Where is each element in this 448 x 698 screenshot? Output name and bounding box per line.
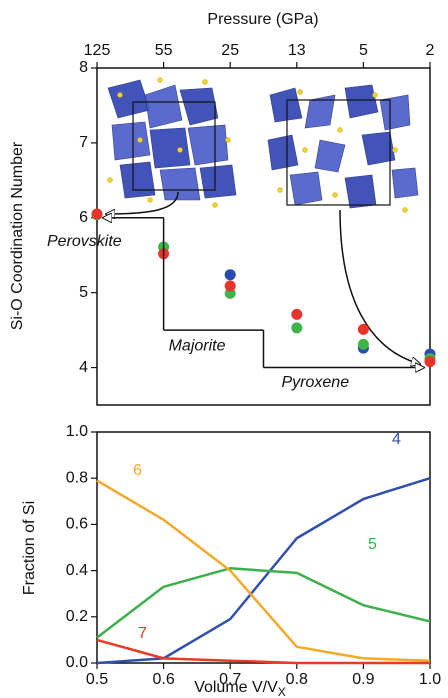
- data-point: [91, 208, 103, 220]
- polyhedron: [361, 131, 396, 166]
- data-point: [224, 280, 236, 292]
- polyhedron: [119, 161, 156, 199]
- inset-arrow: [339, 209, 420, 364]
- series-line: [96, 567, 431, 639]
- x-tick-label: 13: [288, 42, 306, 59]
- bottom-y-axis-label: Fraction of Si: [21, 501, 38, 595]
- phase-label: Perovskite: [47, 233, 122, 250]
- y-tick-label: 6: [79, 209, 88, 226]
- series-label: 6: [133, 462, 142, 479]
- top-x-axis-label: Pressure (GPa): [207, 11, 318, 28]
- series-line: [96, 638, 430, 665]
- structure-inset-left: [107, 77, 237, 208]
- atom: [332, 192, 338, 198]
- y-tick-label: 0.2: [66, 608, 88, 625]
- x-tick-label: 0.5: [86, 671, 108, 688]
- series-label: 5: [368, 536, 377, 553]
- top-y-axis-label: Si-O Coordination Number: [9, 141, 26, 330]
- series-label: 4: [392, 431, 401, 448]
- atom: [202, 79, 208, 85]
- x-tick-label: 5: [359, 42, 368, 59]
- polyhedron: [187, 124, 229, 166]
- series-label: 7: [138, 625, 147, 642]
- plot-frame: [96, 67, 431, 406]
- y-tick-label: 0.8: [66, 469, 88, 486]
- x-tick-label: 1.0: [419, 671, 441, 688]
- polyhedron: [304, 94, 336, 129]
- x-label-main: Volume V/V: [194, 679, 278, 696]
- atom: [107, 177, 113, 183]
- polyhedron: [159, 167, 201, 201]
- structure-inset-right: [267, 84, 419, 213]
- atom: [372, 92, 378, 98]
- data-point: [224, 269, 236, 281]
- data-point: [424, 356, 436, 368]
- atom: [297, 89, 303, 95]
- y-tick-label: 8: [79, 59, 88, 76]
- inset-box: [286, 99, 391, 206]
- polyhedron: [149, 127, 191, 169]
- atom: [177, 147, 183, 153]
- atom: [225, 137, 231, 143]
- x-tick-label: 125: [84, 42, 111, 59]
- polyhedron: [289, 171, 323, 206]
- y-tick-label: 0.0: [66, 654, 88, 671]
- atom: [117, 92, 123, 98]
- polyhedron: [269, 87, 303, 123]
- x-label-sub: X: [278, 685, 286, 698]
- x-tick-label: 0.7: [219, 671, 241, 688]
- phase-label: Pyroxene: [282, 374, 350, 391]
- plot-frame: [96, 431, 431, 664]
- y-tick-label: 1.0: [66, 423, 88, 440]
- data-point: [291, 308, 303, 320]
- y-tick-label: 0.6: [66, 516, 88, 533]
- series-line: [96, 477, 431, 665]
- data-point: [357, 323, 369, 335]
- x-tick-label: 2: [426, 42, 435, 59]
- polyhedron: [111, 121, 151, 161]
- polyhedron: [144, 84, 183, 129]
- atom: [277, 187, 283, 193]
- x-tick-label: 0.8: [286, 671, 308, 688]
- atom: [337, 127, 343, 133]
- inset-box: [132, 101, 216, 191]
- phase-label: Majorite: [169, 337, 226, 354]
- atom: [147, 197, 153, 203]
- polyhedron: [344, 174, 377, 209]
- x-tick-label: 25: [221, 42, 239, 59]
- x-tick-label: 0.9: [352, 671, 374, 688]
- polyhedron: [199, 164, 237, 199]
- atom: [137, 137, 143, 143]
- polyhedron: [107, 79, 151, 119]
- y-tick-label: 4: [79, 359, 88, 376]
- x-tick-label: 55: [155, 42, 173, 59]
- atom: [157, 77, 163, 83]
- polyhedron: [179, 87, 219, 126]
- polyhedron: [379, 94, 411, 131]
- data-point: [357, 338, 369, 350]
- x-tick-label: 0.6: [152, 671, 174, 688]
- atom: [212, 202, 218, 208]
- series-line: [96, 479, 431, 662]
- polyhedron: [314, 139, 346, 173]
- bottom-x-axis-label: Volume V/VX: [194, 679, 286, 698]
- atom: [392, 147, 398, 153]
- polyhedron: [391, 167, 419, 199]
- polyhedron: [344, 84, 379, 119]
- y-tick-label: 7: [79, 134, 88, 151]
- inset-arrow: [106, 191, 179, 214]
- data-point: [291, 322, 303, 334]
- polyhedron: [267, 134, 299, 171]
- y-tick-label: 0.4: [66, 562, 88, 579]
- atom: [402, 207, 408, 213]
- y-tick-label: 5: [79, 284, 88, 301]
- atom: [302, 147, 308, 153]
